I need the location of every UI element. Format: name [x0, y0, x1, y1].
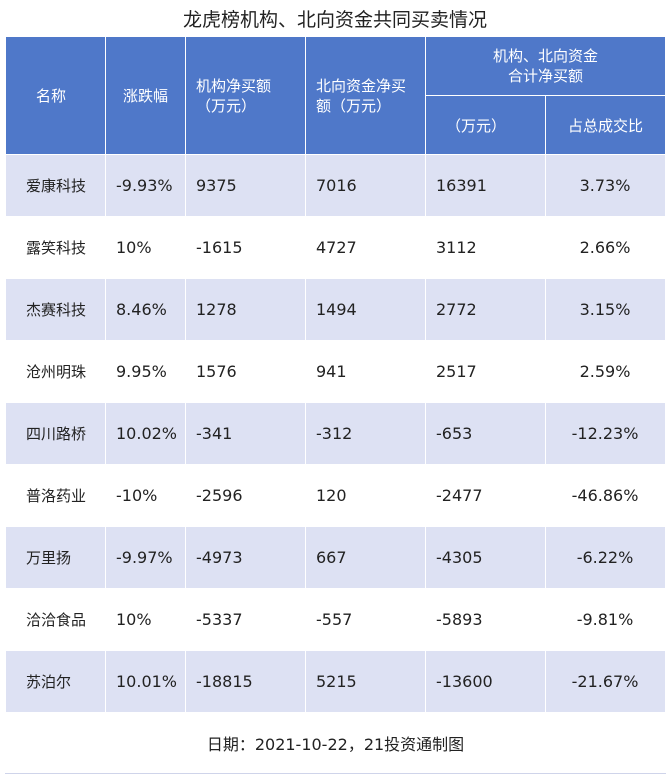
header-combined-line1: 机构、北向资金	[493, 47, 599, 65]
table-row: 爱康科技 -9.93% 9375 7016 16391 3.73%	[5, 154, 667, 217]
cell-name: 苏泊尔	[5, 650, 106, 713]
cell-north: 941	[305, 340, 426, 403]
table-row: 洽洽食品 10% -5337 -557 -5893 -9.81%	[5, 588, 667, 651]
cell-change: 9.95%	[105, 340, 186, 403]
cell-inst: 1576	[185, 340, 306, 403]
header-change: 涨跌幅	[105, 36, 186, 155]
header-north-line1: 北向资金净买	[316, 76, 407, 95]
cell-inst: 1278	[185, 278, 306, 341]
header-inst-line2: （万元）	[196, 96, 257, 115]
cell-total: -13600	[425, 650, 546, 713]
cell-ratio: 3.15%	[544, 278, 667, 341]
footer-caption: 日期：2021-10-22，21投资通制图	[4, 712, 667, 774]
cell-ratio: -46.86%	[544, 464, 667, 527]
table-title: 龙虎榜机构、北向资金共同买卖情况	[182, 9, 487, 31]
cell-inst: -1615	[185, 216, 306, 279]
cell-north: 120	[305, 464, 426, 527]
header-inst-line1: 机构净买额	[196, 76, 272, 95]
cell-inst: -5337	[185, 588, 306, 651]
cell-change: -9.93%	[105, 154, 186, 217]
cell-total: 3112	[425, 216, 546, 279]
header-inst: 机构净买额 （万元）	[185, 36, 306, 155]
table-row: 杰赛科技 8.46% 1278 1494 2772 3.15%	[5, 278, 667, 341]
cell-inst: -2596	[185, 464, 306, 527]
header-ratio: 占总成交比	[544, 95, 667, 155]
cell-inst: 9375	[185, 154, 306, 217]
header-name: 名称	[5, 36, 106, 155]
table-footer: 日期：2021-10-22，21投资通制图	[4, 712, 667, 774]
table-row: 苏泊尔 10.01% -18815 5215 -13600 -21.67%	[5, 650, 667, 713]
cell-ratio: -9.81%	[544, 588, 667, 651]
table-row: 沧州明珠 9.95% 1576 941 2517 2.59%	[5, 340, 667, 403]
cell-total: 16391	[425, 154, 546, 217]
cell-ratio: 3.73%	[544, 154, 667, 217]
cell-total: -4305	[425, 526, 546, 589]
cell-change: 10%	[105, 588, 186, 651]
cell-name: 四川路桥	[5, 402, 106, 465]
cell-total: -653	[425, 402, 546, 465]
cell-ratio: -6.22%	[544, 526, 667, 589]
cell-name: 爱康科技	[5, 154, 106, 217]
cell-change: 10%	[105, 216, 186, 279]
cell-north: -312	[305, 402, 426, 465]
cell-ratio: -21.67%	[544, 650, 667, 713]
cell-ratio: 2.66%	[544, 216, 667, 279]
cell-north: 1494	[305, 278, 426, 341]
cell-name: 沧州明珠	[5, 340, 106, 403]
cell-inst: -341	[185, 402, 306, 465]
cell-change: -9.97%	[105, 526, 186, 589]
cell-ratio: 2.59%	[544, 340, 667, 403]
cell-total: -2477	[425, 464, 546, 527]
cell-change: -10%	[105, 464, 186, 527]
table-header: 名称 涨跌幅 机构净买额 （万元） 北向资金净买 额（万元） 机构、北向资金 合…	[5, 36, 667, 155]
header-north-line2: 额（万元）	[316, 96, 392, 115]
table-row: 露笑科技 10% -1615 4727 3112 2.66%	[5, 216, 667, 279]
cell-total: 2772	[425, 278, 546, 341]
cell-name: 露笑科技	[5, 216, 106, 279]
cell-north: 4727	[305, 216, 426, 279]
cell-north: 667	[305, 526, 426, 589]
cell-ratio: -12.23%	[544, 402, 667, 465]
cell-change: 8.46%	[105, 278, 186, 341]
cell-north: 5215	[305, 650, 426, 713]
table-row: 万里扬 -9.97% -4973 667 -4305 -6.22%	[5, 526, 667, 589]
cell-north: 7016	[305, 154, 426, 217]
cell-change: 10.02%	[105, 402, 186, 465]
cell-name: 洽洽食品	[5, 588, 106, 651]
table-body: 爱康科技 -9.93% 9375 7016 16391 3.73% 露笑科技 1…	[5, 154, 667, 713]
cell-total: 2517	[425, 340, 546, 403]
header-north: 北向资金净买 额（万元）	[305, 36, 426, 155]
cell-name: 杰赛科技	[5, 278, 106, 341]
table-row: 普洛药业 -10% -2596 120 -2477 -46.86%	[5, 464, 667, 527]
header-combined: 机构、北向资金 合计净买额	[424, 36, 667, 96]
data-table: 名称 涨跌幅 机构净买额 （万元） 北向资金净买 额（万元） 机构、北向资金 合…	[4, 36, 667, 774]
cell-change: 10.01%	[105, 650, 186, 713]
table-row: 四川路桥 10.02% -341 -312 -653 -12.23%	[5, 402, 667, 465]
cell-inst: -4973	[185, 526, 306, 589]
cell-inst: -18815	[185, 650, 306, 713]
cell-name: 普洛药业	[5, 464, 106, 527]
cell-total: -5893	[425, 588, 546, 651]
cell-north: -557	[305, 588, 426, 651]
header-combined-unit: （万元）	[425, 95, 546, 155]
cell-name: 万里扬	[5, 526, 106, 589]
header-combined-line2: 合计净买额	[508, 67, 584, 85]
